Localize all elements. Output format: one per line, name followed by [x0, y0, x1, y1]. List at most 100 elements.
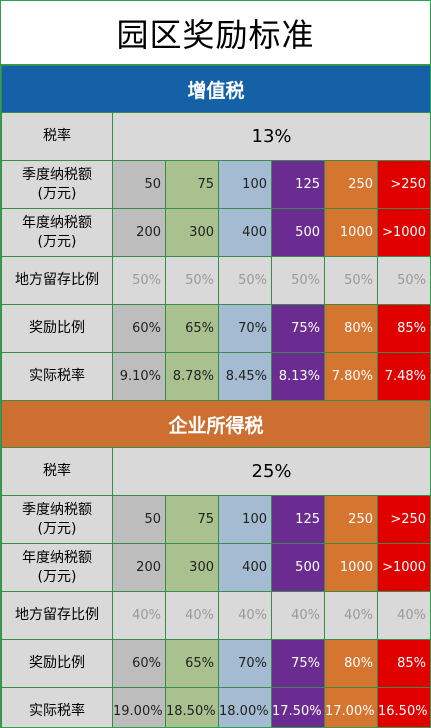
- table-cell: 300: [165, 543, 219, 592]
- table-cell: 9.10%: [112, 352, 166, 401]
- table-cell: 60%: [112, 639, 166, 688]
- tax-rate-value: 13%: [111, 112, 430, 161]
- row-label: 税率: [1, 112, 113, 161]
- row-label-line1: 季度纳税额: [22, 501, 92, 518]
- table-cell: 500: [271, 543, 325, 592]
- row-label: 年度纳税额 (万元): [1, 208, 113, 257]
- table-cell: 75%: [271, 639, 325, 688]
- table-cell: 18.00%: [218, 687, 272, 727]
- reward-table: 增值税 税率 13% 季度纳税额 (万元) 50 75 100 125 250 >…: [1, 65, 430, 727]
- table-cell: 50%: [271, 256, 325, 305]
- table-cell: 70%: [218, 304, 272, 353]
- row-label-line1: 年度纳税额: [22, 549, 92, 566]
- reward-ratio-row: 奖励比例 60% 65% 70% 75% 80% 85%: [1, 304, 430, 353]
- table-cell: 19.00%: [112, 687, 166, 727]
- table-cell: 50%: [324, 256, 378, 305]
- table-cell: 80%: [324, 639, 378, 688]
- quarterly-tax-row: 季度纳税额 (万元) 50 75 100 125 250 >250: [1, 160, 430, 209]
- table-cell: >1000: [376, 208, 430, 257]
- row-label: 奖励比例: [1, 304, 113, 353]
- table-cell: 65%: [165, 304, 219, 353]
- table-cell: 100: [218, 160, 272, 209]
- row-label-line2: (万元): [37, 233, 77, 250]
- row-label: 实际税率: [1, 687, 113, 727]
- table-cell: 200: [112, 208, 166, 257]
- table-cell: 50%: [112, 256, 166, 305]
- row-label: 税率: [1, 447, 113, 496]
- row-label-line2: (万元): [37, 185, 77, 202]
- row-label: 季度纳税额 (万元): [1, 160, 113, 209]
- table-cell: 85%: [376, 304, 430, 353]
- table-cell: >250: [376, 495, 430, 544]
- section-title: 企业所得税: [1, 400, 430, 448]
- row-label-line2: (万元): [37, 568, 77, 585]
- table-cell: 125: [271, 160, 325, 209]
- table-cell: 50%: [218, 256, 272, 305]
- table-cell: 40%: [218, 591, 272, 640]
- table-cell: 40%: [324, 591, 378, 640]
- table-cell: 1000: [324, 208, 378, 257]
- tax-rate-value: 25%: [111, 447, 430, 496]
- annual-tax-row: 年度纳税额 (万元) 200 300 400 500 1000 >1000: [1, 208, 430, 257]
- row-label: 季度纳税额 (万元): [1, 495, 113, 544]
- table-cell: 18.50%: [165, 687, 219, 727]
- table-cell: 40%: [271, 591, 325, 640]
- table-cell: 7.48%: [376, 352, 430, 401]
- table-cell: 400: [218, 543, 272, 592]
- section-header-vat: 增值税: [1, 65, 430, 113]
- table-cell: 250: [324, 160, 378, 209]
- effective-rate-row: 实际税率 19.00% 18.50% 18.00% 17.50% 17.00% …: [1, 687, 430, 727]
- table-cell: 50%: [376, 256, 430, 305]
- table-cell: 17.00%: [324, 687, 378, 727]
- tax-rate-row: 税率 13%: [1, 112, 430, 161]
- table-cell: 300: [165, 208, 219, 257]
- table-cell: 1000: [324, 543, 378, 592]
- effective-rate-row: 实际税率 9.10% 8.78% 8.45% 8.13% 7.80% 7.48%: [1, 352, 430, 401]
- table-cell: 75: [165, 495, 219, 544]
- local-retention-row: 地方留存比例 50% 50% 50% 50% 50% 50%: [1, 256, 430, 305]
- annual-tax-row: 年度纳税额 (万元) 200 300 400 500 1000 >1000: [1, 543, 430, 592]
- table-cell: 60%: [112, 304, 166, 353]
- tax-rate-row: 税率 25%: [1, 447, 430, 496]
- table-cell: 500: [271, 208, 325, 257]
- row-label-line1: 季度纳税额: [22, 166, 92, 183]
- table-cell: 17.50%: [271, 687, 325, 727]
- page-title: 园区奖励标准: [1, 1, 430, 65]
- table-cell: 250: [324, 495, 378, 544]
- table-cell: 80%: [324, 304, 378, 353]
- table-cell: 50: [112, 160, 166, 209]
- table-cell: 75: [165, 160, 219, 209]
- table-cell: 400: [218, 208, 272, 257]
- row-label-line1: 年度纳税额: [22, 214, 92, 231]
- table-cell: 16.50%: [376, 687, 430, 727]
- section-title: 增值税: [1, 65, 430, 113]
- table-cell: 65%: [165, 639, 219, 688]
- table-cell: 50: [112, 495, 166, 544]
- table-cell: 85%: [376, 639, 430, 688]
- row-label: 实际税率: [1, 352, 113, 401]
- table-cell: 125: [271, 495, 325, 544]
- section-header-corporate-income-tax: 企业所得税: [1, 400, 430, 448]
- row-label: 地方留存比例: [1, 256, 113, 305]
- local-retention-row: 地方留存比例 40% 40% 40% 40% 40% 40%: [1, 591, 430, 640]
- table-cell: 40%: [112, 591, 166, 640]
- row-label-line2: (万元): [37, 520, 77, 537]
- table-cell: >1000: [376, 543, 430, 592]
- table-cell: 7.80%: [324, 352, 378, 401]
- table-cell: 50%: [165, 256, 219, 305]
- row-label: 奖励比例: [1, 639, 113, 688]
- table-cell: 8.45%: [218, 352, 272, 401]
- table-cell: 75%: [271, 304, 325, 353]
- row-label: 地方留存比例: [1, 591, 113, 640]
- table-cell: 8.78%: [165, 352, 219, 401]
- table-cell: 8.13%: [271, 352, 325, 401]
- reward-ratio-row: 奖励比例 60% 65% 70% 75% 80% 85%: [1, 639, 430, 688]
- table-cell: 70%: [218, 639, 272, 688]
- table-cell: 100: [218, 495, 272, 544]
- table-cell: 200: [112, 543, 166, 592]
- row-label: 年度纳税额 (万元): [1, 543, 113, 592]
- table-cell: 40%: [376, 591, 430, 640]
- quarterly-tax-row: 季度纳税额 (万元) 50 75 100 125 250 >250: [1, 495, 430, 544]
- table-cell: 40%: [165, 591, 219, 640]
